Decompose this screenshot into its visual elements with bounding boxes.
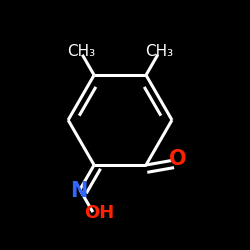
Text: N: N bbox=[70, 181, 87, 201]
Text: O: O bbox=[170, 149, 187, 169]
Text: OH: OH bbox=[84, 204, 114, 222]
Text: CH₃: CH₃ bbox=[67, 44, 95, 59]
Text: CH₃: CH₃ bbox=[145, 44, 173, 59]
